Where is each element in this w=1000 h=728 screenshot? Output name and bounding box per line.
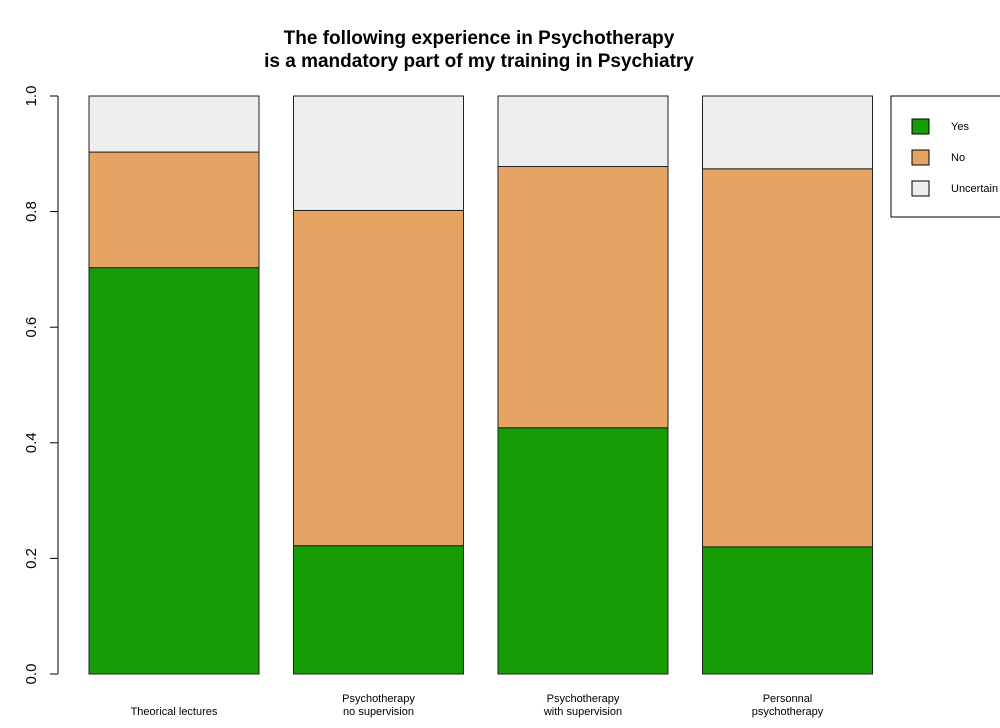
bar-segment-uncertain [497,95,669,168]
y-tick-label: 0.4 [23,432,40,453]
legend-label: No [951,152,965,164]
legend-box [890,95,1000,218]
bar-segment-uncertain [88,95,260,153]
legend-swatch [911,180,930,197]
y-tick-label: 0.6 [23,317,40,338]
x-tick-label: Psychotherapy [342,693,415,705]
legend-label: Yes [951,121,969,133]
bar-segment-no [88,151,260,269]
bar-segment-no [497,166,669,429]
x-tick-label: Psychotherapy [547,693,620,705]
bar-segment-no [293,209,464,547]
y-tick-label: 1.0 [23,86,40,107]
bar-segment-no [702,168,873,548]
chart-title-line: is a mandatory part of my training in Ps… [264,51,694,72]
y-tick-label: 0.0 [23,664,40,685]
bar-segment-uncertain [702,95,873,170]
chart-title: The following experience in Psychotherap… [264,28,694,72]
x-tick-label: with supervision [543,706,622,718]
x-tick-label: no supervision [343,706,414,718]
x-tick-label: Theorical lectures [131,706,218,718]
bars [88,95,873,675]
legend-swatch [911,149,930,166]
bar-segment-uncertain [293,95,464,211]
legend-label: Uncertain [951,183,998,195]
x-tick-label: Personnal [763,693,813,705]
bar-segment-yes [88,267,260,675]
y-tick-label: 0.8 [23,201,40,222]
legend: Yes No Uncertain [890,95,1000,218]
legend-swatch [911,118,930,135]
bar-segment-yes [497,427,669,675]
bar-segment-yes [702,546,873,675]
bar-segment-yes [293,545,464,675]
y-tick-label: 0.2 [23,548,40,569]
chart-title-line: The following experience in Psychotherap… [284,28,675,49]
x-tick-label: psychotherapy [752,706,824,718]
y-axis: 0.0 0.2 0.4 0.6 0.8 1.0 [23,86,59,685]
